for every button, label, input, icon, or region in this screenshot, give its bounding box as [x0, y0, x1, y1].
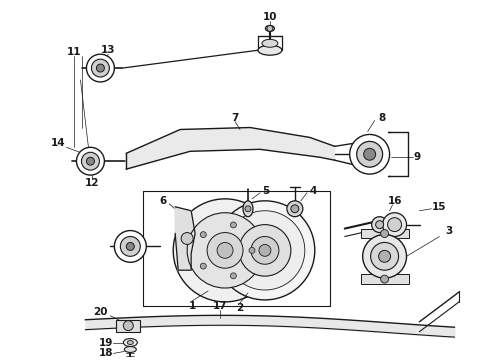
- Circle shape: [81, 152, 99, 170]
- Text: 18: 18: [99, 348, 114, 359]
- Circle shape: [383, 213, 407, 237]
- Ellipse shape: [258, 45, 282, 55]
- Circle shape: [86, 157, 95, 165]
- Circle shape: [249, 247, 255, 253]
- Circle shape: [173, 199, 277, 302]
- Polygon shape: [126, 127, 335, 169]
- Text: 9: 9: [414, 152, 421, 162]
- Circle shape: [215, 201, 315, 300]
- Circle shape: [381, 275, 389, 283]
- Text: 17: 17: [213, 301, 227, 311]
- Circle shape: [364, 148, 376, 160]
- Text: 2: 2: [236, 303, 244, 313]
- Text: 5: 5: [262, 186, 270, 196]
- Bar: [361, 274, 409, 284]
- Text: 16: 16: [387, 196, 402, 206]
- Text: 7: 7: [231, 113, 239, 123]
- Circle shape: [376, 221, 384, 229]
- Text: 15: 15: [432, 202, 447, 212]
- Circle shape: [245, 206, 251, 212]
- Text: 19: 19: [99, 338, 114, 347]
- Polygon shape: [175, 207, 195, 270]
- Bar: [361, 229, 409, 238]
- Ellipse shape: [123, 338, 137, 346]
- Circle shape: [126, 242, 134, 250]
- Circle shape: [291, 205, 299, 213]
- Circle shape: [379, 250, 391, 262]
- Text: 6: 6: [160, 196, 167, 206]
- Circle shape: [86, 54, 114, 82]
- Ellipse shape: [127, 341, 133, 345]
- Circle shape: [357, 141, 383, 167]
- Circle shape: [230, 222, 236, 228]
- Circle shape: [239, 225, 291, 276]
- Text: 8: 8: [378, 113, 385, 123]
- Circle shape: [363, 234, 407, 278]
- Circle shape: [225, 211, 305, 290]
- Circle shape: [76, 147, 104, 175]
- Ellipse shape: [243, 201, 253, 217]
- Circle shape: [121, 237, 140, 256]
- Circle shape: [200, 263, 206, 269]
- Circle shape: [217, 242, 233, 258]
- Circle shape: [123, 321, 133, 330]
- Circle shape: [181, 233, 193, 244]
- Text: 13: 13: [101, 45, 116, 55]
- Circle shape: [370, 242, 398, 270]
- Circle shape: [251, 237, 279, 264]
- Text: 20: 20: [93, 307, 108, 317]
- Text: 4: 4: [309, 186, 317, 196]
- Bar: [116, 320, 140, 332]
- Ellipse shape: [262, 39, 278, 47]
- Circle shape: [187, 213, 263, 288]
- Text: 1: 1: [189, 301, 196, 311]
- Text: 14: 14: [51, 138, 66, 148]
- Circle shape: [230, 273, 236, 279]
- Text: 12: 12: [85, 178, 99, 188]
- Text: 11: 11: [67, 47, 82, 57]
- Text: 10: 10: [263, 12, 277, 22]
- Circle shape: [114, 230, 147, 262]
- Circle shape: [388, 218, 401, 231]
- Text: 3: 3: [446, 226, 453, 235]
- Circle shape: [381, 230, 389, 238]
- Circle shape: [350, 134, 390, 174]
- Circle shape: [267, 26, 273, 31]
- Circle shape: [207, 233, 243, 268]
- Circle shape: [259, 244, 271, 256]
- Circle shape: [200, 232, 206, 238]
- Circle shape: [92, 59, 109, 77]
- Ellipse shape: [124, 346, 136, 352]
- Ellipse shape: [266, 26, 274, 31]
- Circle shape: [97, 64, 104, 72]
- Circle shape: [371, 217, 388, 233]
- Circle shape: [287, 201, 303, 217]
